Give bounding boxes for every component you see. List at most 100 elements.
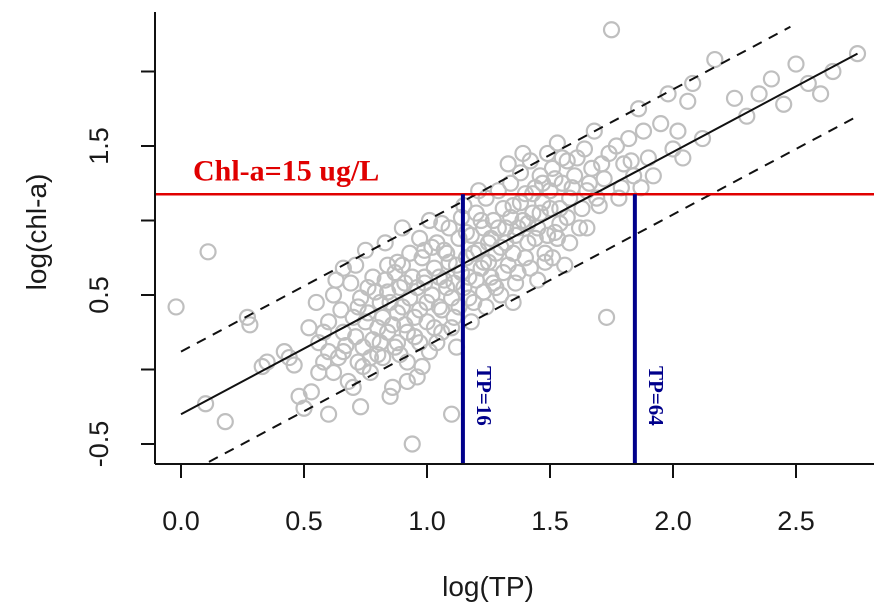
data-point (393, 219, 411, 237)
data-point (354, 357, 372, 376)
data-point (406, 308, 424, 326)
lower-prediction-line (208, 115, 858, 463)
data-point (420, 211, 439, 230)
data-point (347, 328, 365, 346)
data-point (433, 214, 451, 233)
data-point (593, 155, 611, 173)
data-point (457, 223, 475, 242)
data-point (472, 211, 490, 230)
data-point (285, 356, 303, 374)
data-point (543, 159, 562, 177)
data-point (433, 301, 451, 319)
data-point (504, 293, 522, 312)
x-tick-label: 0.0 (162, 506, 200, 536)
y-axis-title: log(chl-a) (21, 174, 52, 291)
data-point (511, 164, 530, 182)
data-point (415, 241, 434, 259)
data-point (629, 100, 648, 118)
data-point (787, 55, 805, 73)
data-point (391, 346, 409, 364)
data-point (324, 363, 343, 382)
data-point (327, 271, 345, 289)
data-point (578, 219, 596, 237)
data-point (216, 413, 234, 431)
data-point (470, 182, 488, 200)
x-axis-title: log(TP) (442, 571, 534, 602)
data-point (524, 204, 542, 222)
data-point (597, 308, 616, 326)
data-point (310, 363, 328, 382)
data-point (506, 274, 525, 292)
data-point (381, 387, 399, 405)
data-point (351, 398, 370, 416)
data-point (531, 204, 549, 222)
data-point (489, 219, 507, 237)
data-point (561, 234, 579, 252)
x-tick-label: 2.5 (777, 506, 815, 536)
y-tick-label: 0.5 (84, 276, 114, 314)
data-point (585, 122, 603, 140)
data-point (423, 238, 441, 256)
data-point (300, 319, 318, 337)
data-point (684, 74, 702, 93)
data-point (652, 115, 670, 133)
data-point (238, 308, 257, 326)
threshold-label: Chl-a=15 ug/L (193, 154, 379, 187)
data-point (725, 89, 744, 107)
data-point (450, 298, 468, 316)
y-tick-label: -0.5 (84, 421, 114, 468)
data-point (435, 241, 453, 259)
data-point (620, 129, 638, 148)
data-point (388, 253, 407, 271)
data-point (324, 286, 343, 304)
data-point (241, 316, 259, 334)
data-point (379, 256, 397, 274)
x-tick-label: 2.0 (654, 506, 692, 536)
data-point (310, 334, 328, 352)
data-point (349, 298, 367, 316)
x-tick-label: 1.5 (531, 506, 569, 536)
data-point (489, 182, 507, 200)
data-point (558, 208, 576, 227)
data-point (499, 155, 517, 173)
data-point (438, 244, 456, 262)
axes: 0.0 0.5 1.0 1.5 2.0 2.5 -0.5 0.5 1.5 (84, 12, 874, 536)
data-point (443, 319, 461, 337)
data-point (320, 313, 338, 331)
data-point (502, 174, 520, 192)
data-point (344, 378, 362, 396)
data-point (514, 144, 532, 163)
data-point (290, 387, 308, 405)
data-point (494, 264, 512, 282)
data-point (484, 274, 503, 292)
data-point (565, 167, 584, 185)
data-point (610, 189, 628, 207)
data-point (519, 214, 537, 233)
data-point (548, 134, 566, 152)
data-point (504, 197, 522, 215)
data-point (167, 298, 185, 316)
data-point (526, 229, 544, 247)
data-point (775, 95, 793, 113)
data-point (334, 259, 352, 277)
data-point (258, 353, 276, 371)
data-point (443, 405, 461, 423)
data-point (538, 226, 557, 244)
data-point (376, 234, 394, 252)
data-point (408, 368, 426, 386)
x-tick-label: 0.5 (285, 506, 323, 536)
data-point (679, 92, 697, 110)
data-point (383, 316, 402, 334)
data-point (359, 278, 377, 297)
data-point (197, 395, 215, 413)
data-point (393, 298, 411, 316)
data-point (750, 85, 768, 103)
data-point (590, 197, 608, 215)
data-point (364, 268, 382, 286)
data-point (580, 174, 598, 192)
data-point (351, 289, 370, 307)
data-point (546, 170, 564, 188)
data-point (553, 149, 571, 167)
data-point (568, 149, 586, 167)
data-point (561, 189, 579, 207)
